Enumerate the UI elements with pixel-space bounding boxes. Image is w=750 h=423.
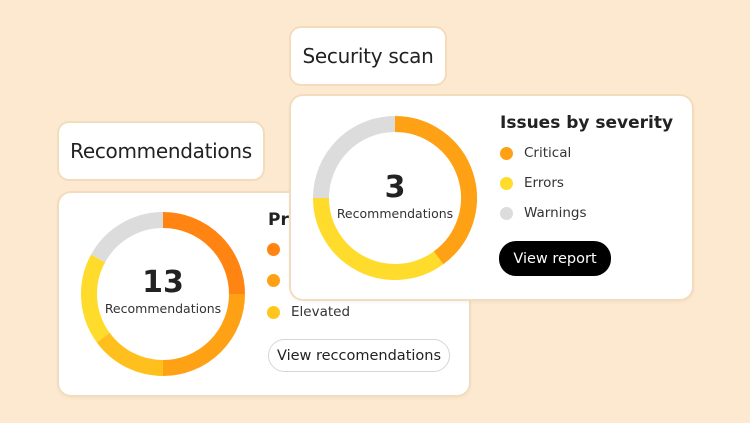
donut-segment-1	[162, 293, 245, 376]
legend-item	[267, 243, 291, 256]
legend-dot-icon	[500, 176, 513, 190]
recommendations-count-label: Recommendations	[104, 301, 222, 316]
security-card: 3 Recommendations Issues by severity Cri…	[291, 96, 692, 299]
legend-label: Warnings	[524, 205, 587, 221]
donut-segment-0	[162, 212, 245, 295]
security-count: 3	[384, 170, 406, 205]
legend-dot-icon	[267, 274, 280, 287]
legend-dot-icon	[500, 206, 513, 220]
legend-dot-icon	[267, 305, 280, 319]
legend-label: Critical	[524, 145, 572, 161]
recommendations-count: 13	[142, 265, 184, 300]
legend-label: Errors	[524, 175, 564, 191]
donut-segment-1	[313, 197, 444, 280]
donut-segment-2	[96, 332, 164, 376]
security-title-card: Security scan	[291, 28, 445, 84]
legend-item-errors: Errors	[500, 175, 564, 191]
security-donut-chart	[313, 116, 477, 280]
security-title: Security scan	[302, 44, 434, 68]
legend-dot-icon	[500, 146, 513, 160]
view-report-button[interactable]: View report	[499, 241, 611, 276]
recommendations-title: Recommendations	[70, 139, 252, 163]
recommendations-title-card: Recommendations	[59, 123, 263, 179]
legend-item-elevated: Elevated	[267, 304, 350, 320]
donut-segment-0	[394, 116, 477, 265]
legend-item-warnings: Warnings	[500, 205, 587, 221]
legend-item	[267, 274, 291, 287]
priority-heading: Pri	[268, 210, 295, 230]
issues-by-severity-heading: Issues by severity	[500, 113, 674, 133]
recommendations-donut-chart	[81, 212, 245, 376]
security-count-label: Recommendations	[336, 206, 454, 221]
donut-segment-2	[313, 116, 396, 199]
legend-item-critical: Critical	[500, 145, 571, 161]
view-recommendations-button[interactable]: View reccomendations	[268, 339, 450, 372]
donut-segment-4	[91, 212, 164, 263]
donut-segment-3	[81, 254, 110, 343]
legend-dot-icon	[267, 243, 280, 256]
legend-label: Elevated	[291, 304, 351, 320]
